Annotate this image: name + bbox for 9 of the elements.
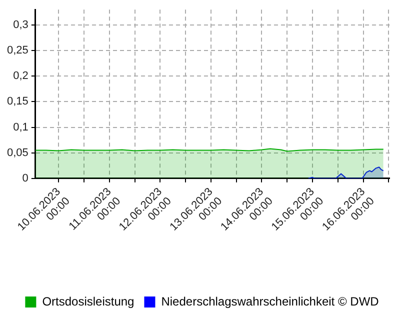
y-tick-label: 0 <box>22 172 28 184</box>
y-tick-label: 0,3 <box>13 18 28 31</box>
y-tick-label: 0,05 <box>6 146 28 159</box>
y-tick-label: 0,2 <box>13 70 28 82</box>
legend-label: Ortsdosisleistung <box>42 294 134 308</box>
legend-label: Niederschlagswahrscheinlichkeit © DWD <box>161 294 380 308</box>
y-tick-label: 0,15 <box>6 96 28 108</box>
y-tick-label: 0,1 <box>13 121 28 134</box>
y-tick-label: 0,25 <box>6 44 28 57</box>
